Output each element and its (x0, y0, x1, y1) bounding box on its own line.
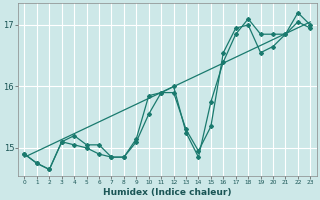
X-axis label: Humidex (Indice chaleur): Humidex (Indice chaleur) (103, 188, 232, 197)
